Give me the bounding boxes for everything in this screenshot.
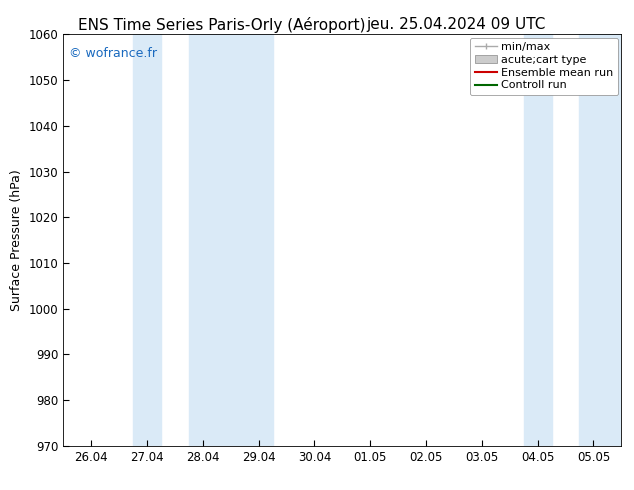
Text: jeu. 25.04.2024 09 UTC: jeu. 25.04.2024 09 UTC — [367, 17, 546, 32]
Bar — [524, 34, 552, 446]
Text: ENS Time Series Paris-Orly (Aéroport): ENS Time Series Paris-Orly (Aéroport) — [78, 17, 366, 33]
Y-axis label: Surface Pressure (hPa): Surface Pressure (hPa) — [10, 169, 23, 311]
Bar — [579, 34, 621, 446]
Text: © wofrance.fr: © wofrance.fr — [69, 47, 157, 60]
Legend: min/max, acute;cart type, Ensemble mean run, Controll run: min/max, acute;cart type, Ensemble mean … — [470, 38, 618, 95]
Bar — [133, 34, 161, 446]
Bar — [189, 34, 273, 446]
